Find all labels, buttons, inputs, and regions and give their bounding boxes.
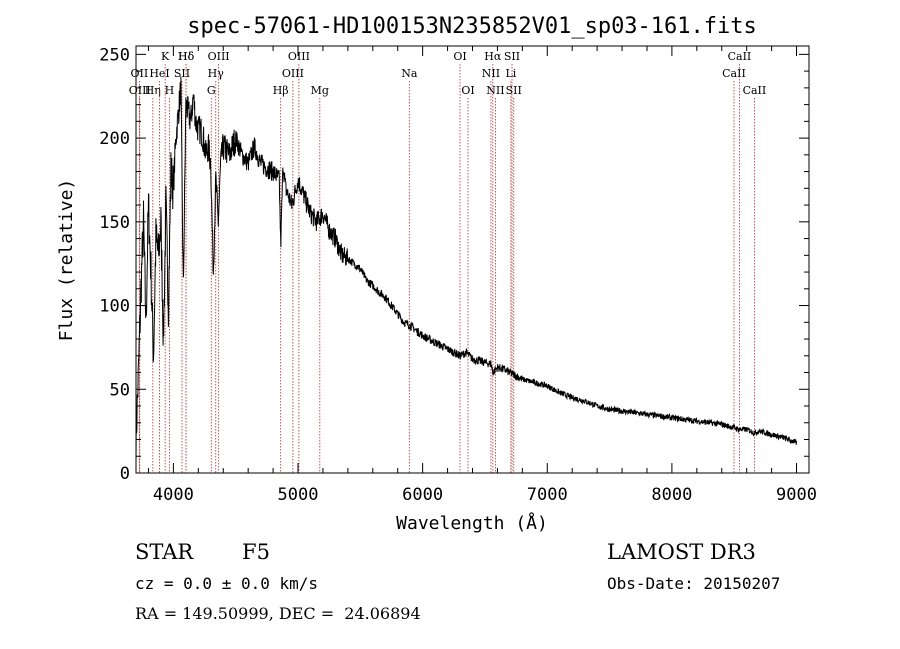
x-tick-label-9000: 9000: [776, 485, 817, 505]
line-label-15: Mg: [311, 84, 329, 97]
line-label-4: HeI: [149, 67, 169, 80]
line-label-14: OIII: [288, 50, 310, 63]
line-label-27: CaII: [743, 84, 767, 97]
survey-name: LAMOST DR3: [607, 540, 756, 564]
y-tick-label-200: 200: [99, 129, 130, 149]
line-label-21: NII: [486, 84, 504, 97]
line-label-23: Li: [505, 67, 516, 80]
spectrum-line: [135, 76, 797, 465]
line-label-7: SII: [174, 67, 190, 80]
redshift-cz: cz = 0.0 ± 0.0 km/s: [135, 574, 319, 593]
x-tick-label-8000: 8000: [651, 485, 692, 505]
line-label-20: NII: [482, 67, 500, 80]
line-label-11: G: [207, 84, 216, 97]
line-label-12: Hβ: [273, 84, 289, 97]
line-label-13: OIII: [282, 67, 304, 80]
line-label-25: CaII: [728, 50, 752, 63]
line-label-16: Na: [401, 67, 418, 80]
y-tick-label-100: 100: [99, 297, 130, 317]
x-tick-label-7000: 7000: [527, 485, 568, 505]
y-axis-label: Flux (relative): [56, 179, 77, 342]
obs-date: Obs-Date: 20150207: [607, 574, 781, 593]
x-tick-label-4000: 4000: [153, 485, 194, 505]
line-label-17: OI: [453, 50, 466, 63]
line-label-1: OII: [131, 67, 149, 80]
coordinates: RA = 149.50999, DEC = 24.06894: [135, 604, 421, 623]
plot-frame: [135, 45, 810, 474]
line-label-8: Hδ: [178, 50, 195, 63]
line-label-5: K: [161, 50, 170, 63]
y-tick-label-150: 150: [99, 213, 130, 233]
line-label-3: Hη: [145, 84, 161, 97]
line-label-18: OI: [461, 84, 474, 97]
line-label-9: OIII: [208, 50, 230, 63]
chart-title: spec-57061-HD100153N235852V01_sp03-161.f…: [187, 14, 757, 39]
line-label-0: Hδ: [178, 50, 195, 63]
line-label-6: H: [165, 84, 175, 97]
object-class: STAR: [135, 540, 194, 564]
x-tick-label-5000: 5000: [278, 485, 319, 505]
y-tick-label-0: 0: [120, 464, 130, 484]
x-tick-label-6000: 6000: [402, 485, 443, 505]
line-label-24: SII: [506, 84, 522, 97]
line-label-10: Hγ: [208, 67, 225, 80]
line-label-2: OIII: [129, 84, 151, 97]
x-axis-label: Wavelength (Å): [396, 512, 548, 534]
y-tick-label-250: 250: [99, 45, 130, 65]
line-label-19: Hα: [484, 50, 502, 63]
line-label-26: CaII: [722, 67, 746, 80]
y-tick-label-50: 50: [110, 380, 130, 400]
axis-ticks: 4000 5000 6000 7000 8000 9000 0 50 100 150 200 250: [99, 45, 817, 505]
subclass: F5: [242, 540, 270, 564]
line-label-22: SII: [504, 50, 520, 63]
